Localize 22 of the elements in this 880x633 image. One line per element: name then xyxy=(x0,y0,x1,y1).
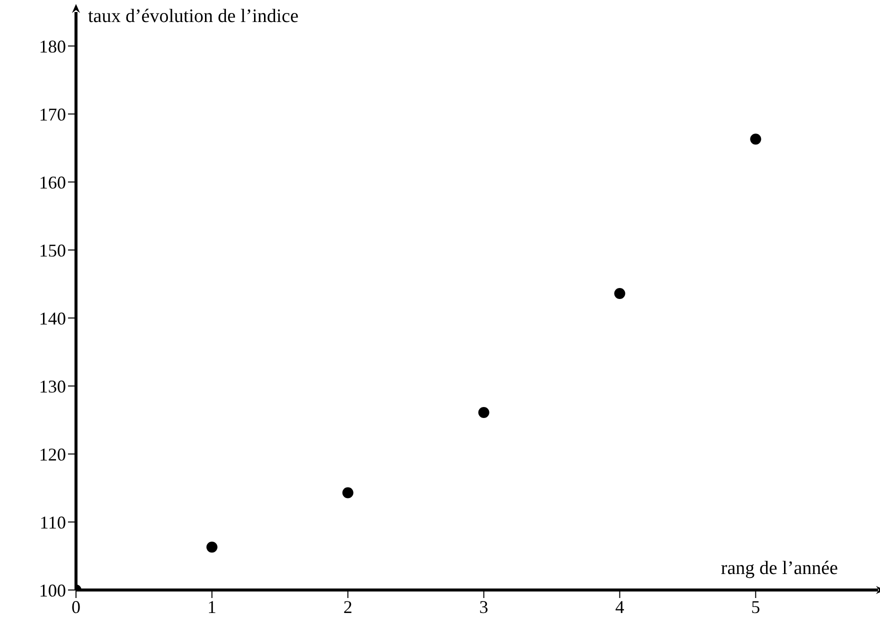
point xyxy=(206,542,218,553)
y-tick-label: 140 xyxy=(39,308,66,328)
x-tick-label: 1 xyxy=(207,596,216,617)
point xyxy=(614,288,626,300)
y-tick-label: 160 xyxy=(39,172,66,192)
y-tick-label: 100 xyxy=(39,580,66,600)
y-tick-label: 110 xyxy=(40,512,66,532)
y-tick-label: 130 xyxy=(39,376,66,396)
y-tick-label: 150 xyxy=(39,240,66,260)
x-tick-label: 4 xyxy=(615,596,624,617)
y-axis-title: taux d’évolution de l’indice xyxy=(88,6,299,28)
x-tick-label: 2 xyxy=(343,596,352,617)
point xyxy=(750,134,762,145)
point xyxy=(478,407,490,418)
x-tick-label: 0 xyxy=(72,596,80,617)
x-axis-title: rang de l’année xyxy=(720,558,838,580)
y-tick-label: 170 xyxy=(39,104,66,124)
x-tick-label: 5 xyxy=(751,596,760,617)
y-tick-label: 120 xyxy=(39,444,66,464)
point xyxy=(342,487,354,498)
y-tick-label: 180 xyxy=(39,36,66,56)
x-tick-label: 3 xyxy=(479,596,488,617)
